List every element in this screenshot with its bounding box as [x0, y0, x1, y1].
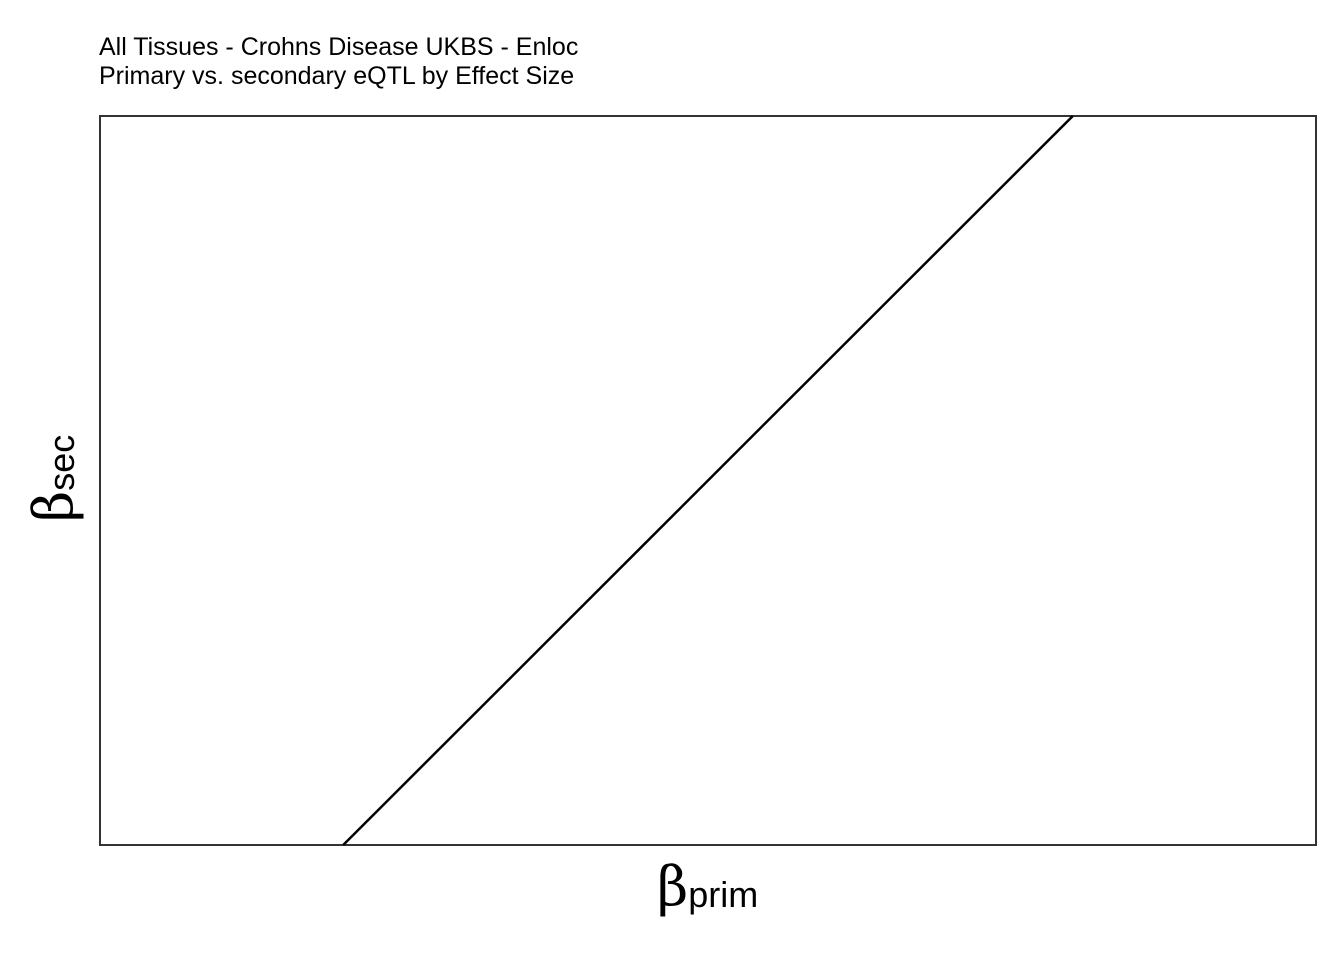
series-line-0	[342, 115, 1074, 846]
plot-frame	[99, 115, 1317, 846]
x-axis-subscript: prim	[688, 874, 758, 915]
series-layer	[342, 115, 1074, 846]
chart-title: All Tissues - Crohns Disease UKBS - Enlo…	[99, 33, 578, 61]
y-axis-symbol: β	[22, 491, 85, 522]
y-axis-label: βsec	[22, 435, 85, 522]
x-axis-label: βprim	[657, 855, 758, 918]
y-axis-subscript: sec	[41, 435, 82, 491]
x-axis-symbol: β	[657, 855, 688, 918]
chart-subtitle: Primary vs. secondary eQTL by Effect Siz…	[99, 62, 574, 90]
